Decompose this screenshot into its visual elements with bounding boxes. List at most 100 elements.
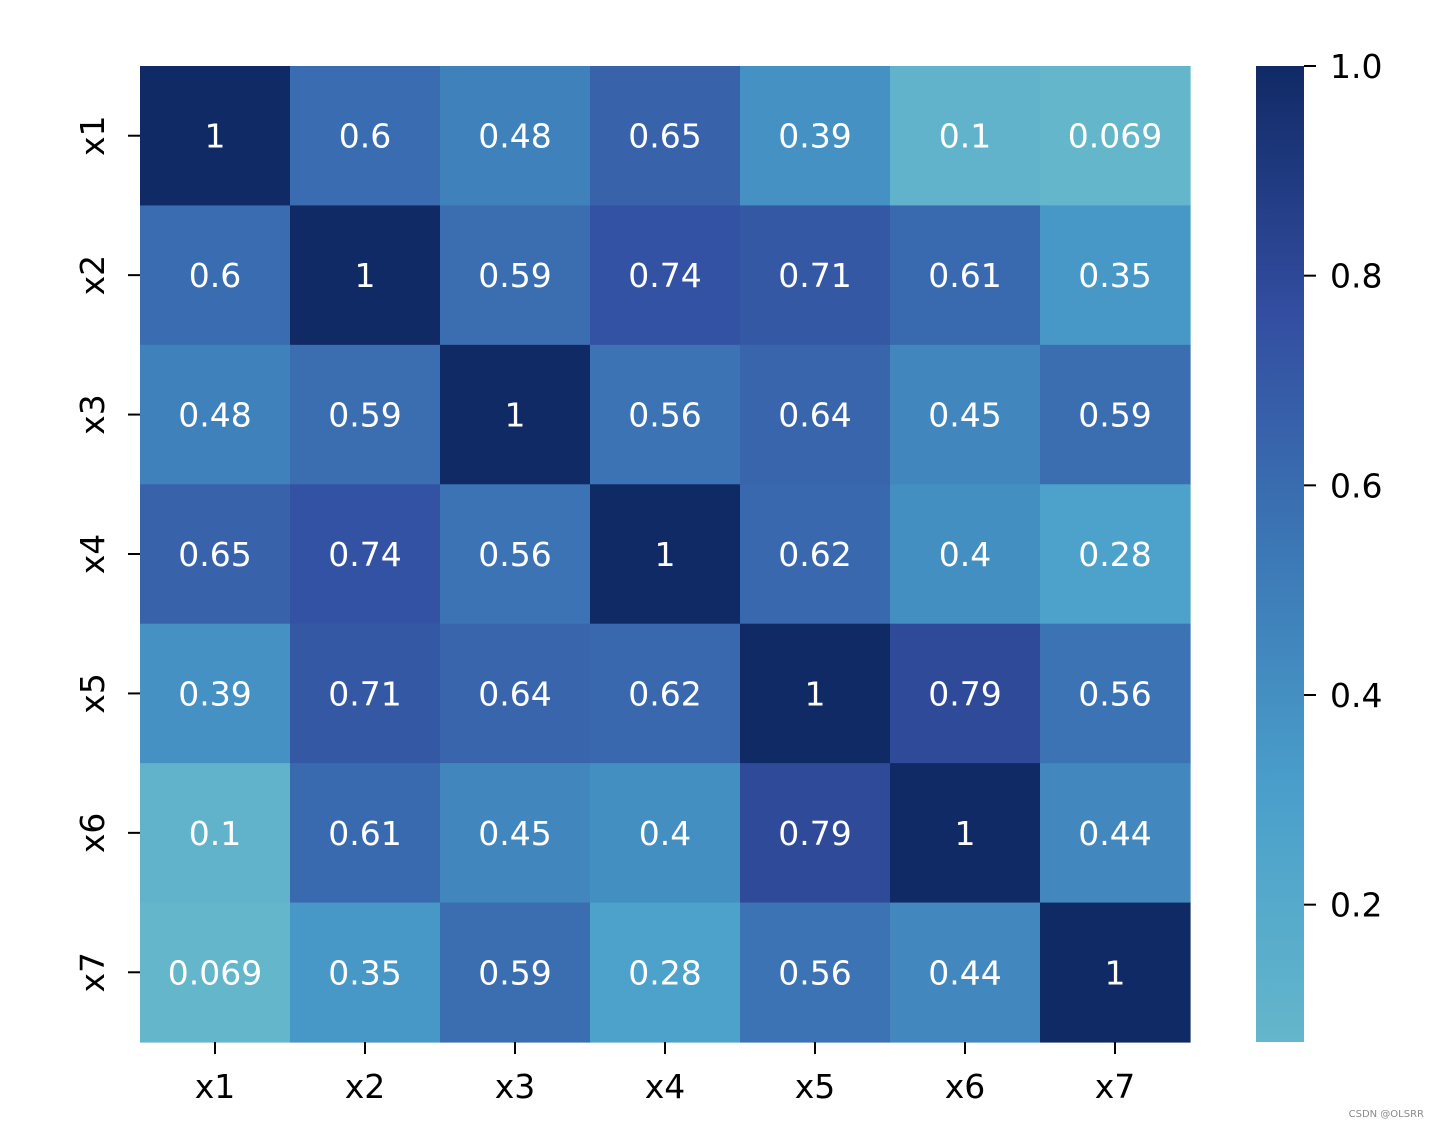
- cell-x6-x4: [590, 763, 741, 904]
- x-tick-label-x7: x7: [1095, 1067, 1136, 1106]
- cell-label-x3-x7: 0.59: [1078, 396, 1151, 435]
- colorbar-tick-label-0.6: 0.6: [1330, 466, 1382, 505]
- cell-x5-x4: [590, 623, 741, 764]
- x-tick-label-x1: x1: [195, 1067, 236, 1106]
- cell-label-x5-x6: 0.79: [928, 674, 1001, 713]
- cell-label-x6-x2: 0.61: [328, 814, 401, 853]
- cell-x3-x7: [1040, 344, 1191, 485]
- cell-x2-x1: [140, 205, 291, 346]
- cell-label-x2-x3: 0.59: [478, 256, 551, 295]
- y-tick-label-x4: x4: [73, 534, 112, 575]
- cell-x6-x5: [740, 763, 891, 904]
- x-tick-label-x3: x3: [495, 1067, 536, 1106]
- cell-x7-x7: [1040, 902, 1191, 1043]
- cell-label-x3-x3: 1: [505, 396, 526, 435]
- cell-x2-x3: [440, 205, 591, 346]
- cell-label-x2-x1: 0.6: [189, 256, 241, 295]
- x-axis: x1 x2 x3 x4 x5 x6 x7: [195, 1042, 1136, 1106]
- colorbar-tick-label-0.8: 0.8: [1330, 257, 1382, 296]
- cell-label-x4-x1: 0.65: [178, 535, 251, 574]
- cell-label-x3-x4: 0.56: [628, 396, 701, 435]
- cell-label-x6-x1: 0.1: [189, 814, 241, 853]
- cell-x2-x2: [290, 205, 441, 346]
- cell-label-x3-x5: 0.64: [778, 396, 851, 435]
- y-axis: x1 x2 x3 x4 x5 x6 x7: [73, 115, 140, 993]
- cell-label-x2-x6: 0.61: [928, 256, 1001, 295]
- y-tick-label-x6: x6: [73, 813, 112, 854]
- cell-x3-x2: [290, 344, 441, 485]
- y-tick-label-x1: x1: [73, 115, 112, 156]
- y-tick-label-x7: x7: [73, 952, 112, 993]
- colorbar-tick-label-0.4: 0.4: [1330, 676, 1382, 715]
- cell-x7-x1: [140, 902, 291, 1043]
- cell-label-x7-x1: 0.069: [168, 953, 262, 992]
- cell-x4-x6: [890, 484, 1041, 625]
- cell-label-x7-x6: 0.44: [928, 953, 1001, 992]
- cell-x6-x6: [890, 763, 1041, 904]
- cell-x7-x5: [740, 902, 891, 1043]
- cell-label-x5-x3: 0.64: [478, 674, 551, 713]
- cell-label-x1-x4: 0.65: [628, 117, 701, 156]
- cell-label-x3-x1: 0.48: [178, 396, 251, 435]
- cell-label-x6-x5: 0.79: [778, 814, 851, 853]
- cell-label-x4-x5: 0.62: [778, 535, 851, 574]
- cell-x5-x6: [890, 623, 1041, 764]
- cell-label-x6-x3: 0.45: [478, 814, 551, 853]
- cell-x3-x5: [740, 344, 891, 485]
- cell-x6-x7: [1040, 763, 1191, 904]
- cell-label-x1-x2: 0.6: [339, 117, 391, 156]
- cell-label-x2-x2: 1: [355, 256, 376, 295]
- y-tick-label-x5: x5: [73, 673, 112, 714]
- cell-x1-x1: [140, 66, 291, 207]
- cell-x1-x2: [290, 66, 441, 207]
- cell-label-x5-x5: 1: [805, 674, 826, 713]
- watermark: CSDN @OLSRR: [1348, 1109, 1424, 1120]
- cell-x7-x3: [440, 902, 591, 1043]
- cell-x3-x4: [590, 344, 741, 485]
- cell-label-x1-x6: 0.1: [939, 117, 991, 156]
- cell-label-x4-x2: 0.74: [328, 535, 401, 574]
- cell-x4-x7: [1040, 484, 1191, 625]
- colorbar: [1256, 66, 1304, 1042]
- cell-x1-x6: [890, 66, 1041, 207]
- cell-x7-x4: [590, 902, 741, 1043]
- cell-x7-x2: [290, 902, 441, 1043]
- cell-x1-x4: [590, 66, 741, 207]
- cell-x6-x2: [290, 763, 441, 904]
- x-tick-label-x5: x5: [795, 1067, 836, 1106]
- cell-x5-x2: [290, 623, 441, 764]
- cell-x4-x5: [740, 484, 891, 625]
- cell-x5-x7: [1040, 623, 1191, 764]
- cell-label-x5-x2: 0.71: [328, 674, 401, 713]
- cell-x1-x5: [740, 66, 891, 207]
- cell-label-x6-x4: 0.4: [639, 814, 691, 853]
- colorbar-tick-label-0.2: 0.2: [1330, 886, 1382, 925]
- cell-x3-x6: [890, 344, 1041, 485]
- cell-x2-x5: [740, 205, 891, 346]
- cell-label-x4-x4: 1: [655, 535, 676, 574]
- cell-x3-x1: [140, 344, 291, 485]
- cell-label-x1-x5: 0.39: [778, 117, 851, 156]
- cell-label-x7-x5: 0.56: [778, 953, 851, 992]
- cell-x1-x7: [1040, 66, 1191, 207]
- cell-label-x4-x7: 0.28: [1078, 535, 1151, 574]
- cell-x4-x2: [290, 484, 441, 625]
- cell-label-x5-x1: 0.39: [178, 674, 251, 713]
- y-tick-label-x3: x3: [73, 394, 112, 435]
- cell-label-x4-x3: 0.56: [478, 535, 551, 574]
- cell-x1-x3: [440, 66, 591, 207]
- cell-label-x7-x3: 0.59: [478, 953, 551, 992]
- cell-x7-x6: [890, 902, 1041, 1043]
- cell-label-x3-x6: 0.45: [928, 396, 1001, 435]
- cell-label-x1-x1: 1: [205, 117, 226, 156]
- cell-label-x1-x3: 0.48: [478, 117, 551, 156]
- cell-label-x7-x7: 1: [1105, 953, 1126, 992]
- cell-x5-x5: [740, 623, 891, 764]
- x-tick-label-x2: x2: [345, 1067, 386, 1106]
- cell-label-x2-x5: 0.71: [778, 256, 851, 295]
- cell-x3-x3: [440, 344, 591, 485]
- cell-label-x5-x4: 0.62: [628, 674, 701, 713]
- cell-label-x7-x2: 0.35: [328, 953, 401, 992]
